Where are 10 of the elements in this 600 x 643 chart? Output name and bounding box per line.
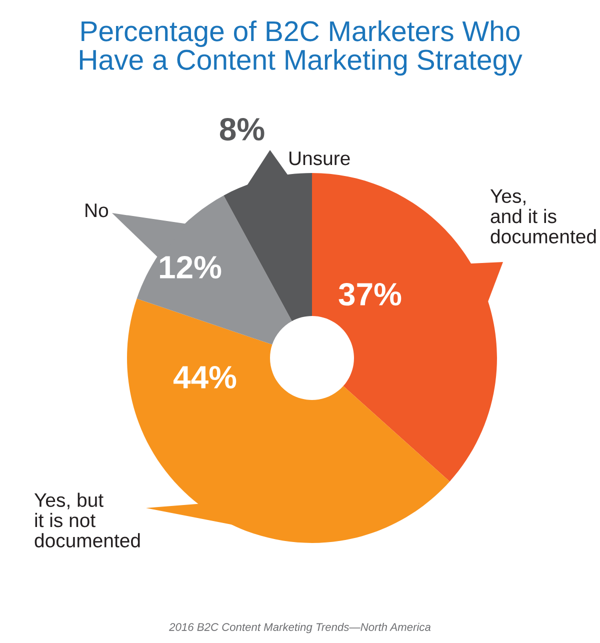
data-label: 37% <box>338 282 402 306</box>
chart-title: Percentage of B2C Marketers Who Have a Content Marketing Strategy <box>80 20 522 76</box>
text: 2016 B2C Content Marketing Trends—North America <box>169 622 431 634</box>
data-label: 8% <box>220 118 264 141</box>
data-label: 44% <box>174 366 236 389</box>
data-label: 12% <box>160 256 222 279</box>
legend-label: Unsure <box>290 152 350 166</box>
slice-label: Yes, and it is documented <box>490 189 596 244</box>
slice-label: No <box>86 204 108 218</box>
slice-label: Yes, but it is not documented <box>34 492 140 548</box>
